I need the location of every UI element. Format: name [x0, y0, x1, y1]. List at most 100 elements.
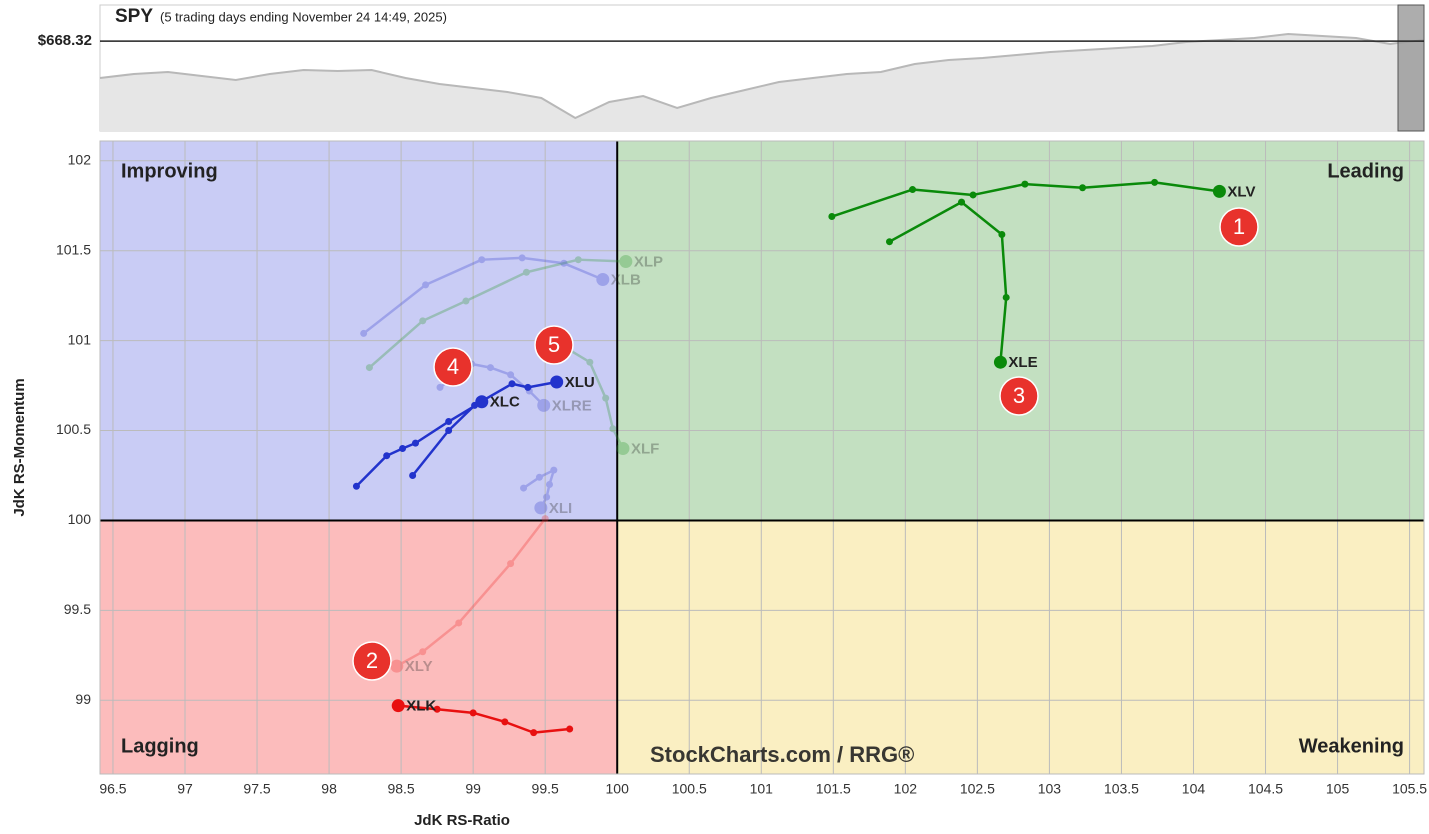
series-label: XLY [405, 658, 433, 675]
tail-point [409, 471, 417, 479]
series: XLC [352, 394, 520, 490]
x-tick-label: 104 [1182, 781, 1206, 797]
tail-point [522, 268, 530, 276]
series-label: XLP [634, 253, 663, 270]
head-point [619, 254, 633, 268]
tail-point [828, 213, 836, 221]
tail-point [969, 191, 977, 199]
tail-point [602, 394, 610, 402]
series-label: XLE [1008, 354, 1037, 371]
tail-point [909, 186, 917, 194]
series: XLK [391, 698, 574, 737]
tail-line [411, 380, 557, 477]
annotation-badge [433, 347, 473, 387]
tail-point [352, 482, 360, 490]
chart-title: SPY [115, 6, 153, 27]
series-label: XLC [490, 394, 520, 411]
head-point [391, 699, 405, 713]
tail-point [365, 364, 373, 372]
tail-point [508, 380, 516, 388]
y-tick-label: 101.5 [56, 241, 91, 257]
x-tick-label: 101 [750, 781, 774, 797]
series: XLV [828, 178, 1255, 221]
x-tick-label: 100.5 [672, 781, 707, 797]
x-tick-label: 97 [177, 781, 193, 797]
tail-line [398, 704, 570, 734]
tail-line [396, 517, 547, 668]
x-tick-label: 102.5 [960, 781, 995, 797]
tail-point [507, 560, 515, 568]
series: XLI [520, 466, 572, 517]
x-tick-label: 99 [465, 781, 481, 797]
y-tick-label: 100 [68, 511, 92, 527]
x-tick-label: 102 [894, 781, 918, 797]
tail-point [383, 452, 391, 460]
y-tick-label: 100.5 [56, 421, 91, 437]
x-tick-label: 103 [1038, 781, 1062, 797]
tail-line [355, 400, 483, 488]
chart-subtitle: (5 trading days ending November 24 14:49… [160, 9, 447, 24]
head-point [550, 375, 564, 389]
tail-point [520, 484, 528, 492]
annotation-badge [999, 376, 1039, 416]
annotation-label: 4 [447, 354, 459, 379]
x-tick-label: 104.5 [1248, 781, 1283, 797]
tail-point [507, 371, 515, 379]
y-tick-label: 99 [75, 691, 91, 707]
quadrant-label: Lagging [121, 735, 199, 757]
tail-point [543, 493, 551, 501]
x-tick-label: 97.5 [243, 781, 270, 797]
tail-point [566, 725, 574, 733]
tail-point [445, 418, 453, 426]
tail-point [360, 329, 368, 337]
series-label: XLI [549, 500, 572, 517]
tail-point [550, 466, 558, 474]
series: XLF [544, 333, 659, 457]
annotation-label: 1 [1233, 214, 1245, 239]
quadrant [617, 520, 1424, 774]
series-label: XLV [1227, 183, 1255, 200]
tail-line [362, 256, 604, 335]
tail-point [541, 515, 549, 523]
tail-point [422, 281, 430, 289]
tail-point [560, 259, 568, 267]
tail-point [501, 718, 509, 726]
tail-point [586, 358, 594, 366]
head-point [1212, 184, 1226, 198]
y-tick-label: 101 [68, 331, 92, 347]
quadrant-label: Weakening [1299, 735, 1404, 757]
series: XLB [360, 254, 641, 337]
tail-line [522, 468, 556, 509]
tail-point [535, 473, 543, 481]
x-tick-label: 105 [1326, 781, 1350, 797]
head-point [537, 398, 551, 412]
x-tick-label: 98.5 [387, 781, 414, 797]
x-axis-label: JdK RS-Ratio [414, 812, 510, 829]
head-point [993, 355, 1007, 369]
x-tick-label: 101.5 [816, 781, 851, 797]
annotation-label: 5 [548, 332, 560, 357]
tail-point [524, 383, 532, 391]
head-point [616, 442, 630, 456]
tail-point [545, 480, 553, 488]
head-point [534, 501, 548, 515]
tail-line [547, 335, 625, 450]
tail-point [958, 198, 966, 206]
tail-point [469, 709, 477, 717]
x-tick-label: 98 [321, 781, 337, 797]
price-area [100, 33, 1424, 132]
watermark: StockCharts.com / RRG® [650, 742, 914, 767]
tail-point [609, 425, 617, 433]
y-axis-label: JdK RS-Momentum [11, 378, 28, 516]
x-tick-label: 96.5 [99, 781, 126, 797]
x-tick-label: 99.5 [532, 781, 559, 797]
tail-point [1021, 180, 1029, 188]
tail-point [886, 238, 894, 246]
tail-point [455, 619, 463, 627]
annotation-badge [1219, 207, 1259, 247]
plot-frame [99, 140, 1425, 775]
series-label: XLF [631, 440, 659, 457]
tail-point [445, 427, 453, 435]
tail-point [1151, 178, 1159, 186]
